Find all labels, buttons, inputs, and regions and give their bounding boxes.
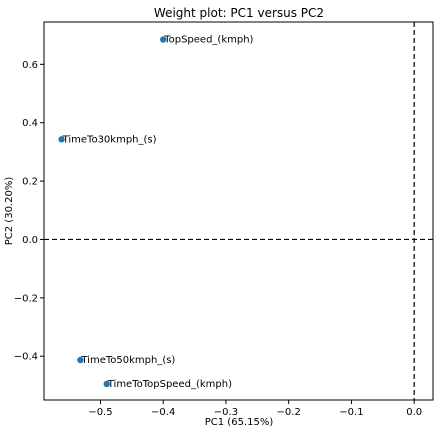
point-label: TimeTo30kmph_(s): [62, 134, 157, 145]
chart-title: Weight plot: PC1 versus PC2: [154, 6, 324, 20]
data-point: [103, 380, 110, 388]
y-axis-ticks: −0.4 −0.2 0.0 0.2 0.4 0.6: [14, 60, 44, 363]
plot-area-frame: [43, 21, 434, 401]
point-label: TimeToTopSpeed_(kmph): [107, 379, 232, 390]
x-tick-label: −0.1: [339, 407, 363, 418]
y-tick-label: 0.2: [22, 177, 38, 188]
x-tick-label: −0.4: [151, 407, 175, 418]
y-tick-label: −0.2: [14, 293, 38, 304]
point-label: TimeTo50kmph_(s): [80, 355, 175, 366]
y-axis-label: PC2 (30.20%): [4, 177, 15, 246]
x-tick-label: −0.5: [88, 407, 112, 418]
data-point: [58, 136, 65, 143]
y-tick-label: 0.0: [22, 235, 38, 246]
x-axis-ticks: −0.5 −0.4 −0.3 −0.2 −0.1 0.0: [88, 400, 422, 418]
data-point: [77, 356, 84, 364]
reference-lines: [44, 22, 433, 400]
y-tick-label: 0.4: [22, 118, 38, 129]
x-tick-label: −0.2: [277, 407, 301, 418]
y-tick-label: −0.4: [14, 352, 38, 363]
point-label: TopSpeed_(kmph): [163, 35, 253, 46]
x-tick-label: −0.3: [214, 407, 238, 418]
x-tick-label: 0.0: [406, 407, 422, 418]
data-point: [160, 36, 167, 43]
data-points: TopSpeed_(kmph) TimeTo30kmph_(s) TimeTo50k…: [58, 35, 254, 390]
y-tick-label: 0.6: [22, 60, 38, 71]
x-axis-label: PC1 (65.15%): [205, 417, 274, 428]
